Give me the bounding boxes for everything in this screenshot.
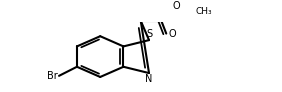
Text: CH₃: CH₃: [195, 7, 212, 16]
Text: N: N: [145, 74, 153, 84]
Text: Br: Br: [47, 71, 58, 81]
Text: S: S: [146, 29, 152, 39]
Text: O: O: [168, 29, 176, 39]
Text: O: O: [172, 1, 180, 11]
